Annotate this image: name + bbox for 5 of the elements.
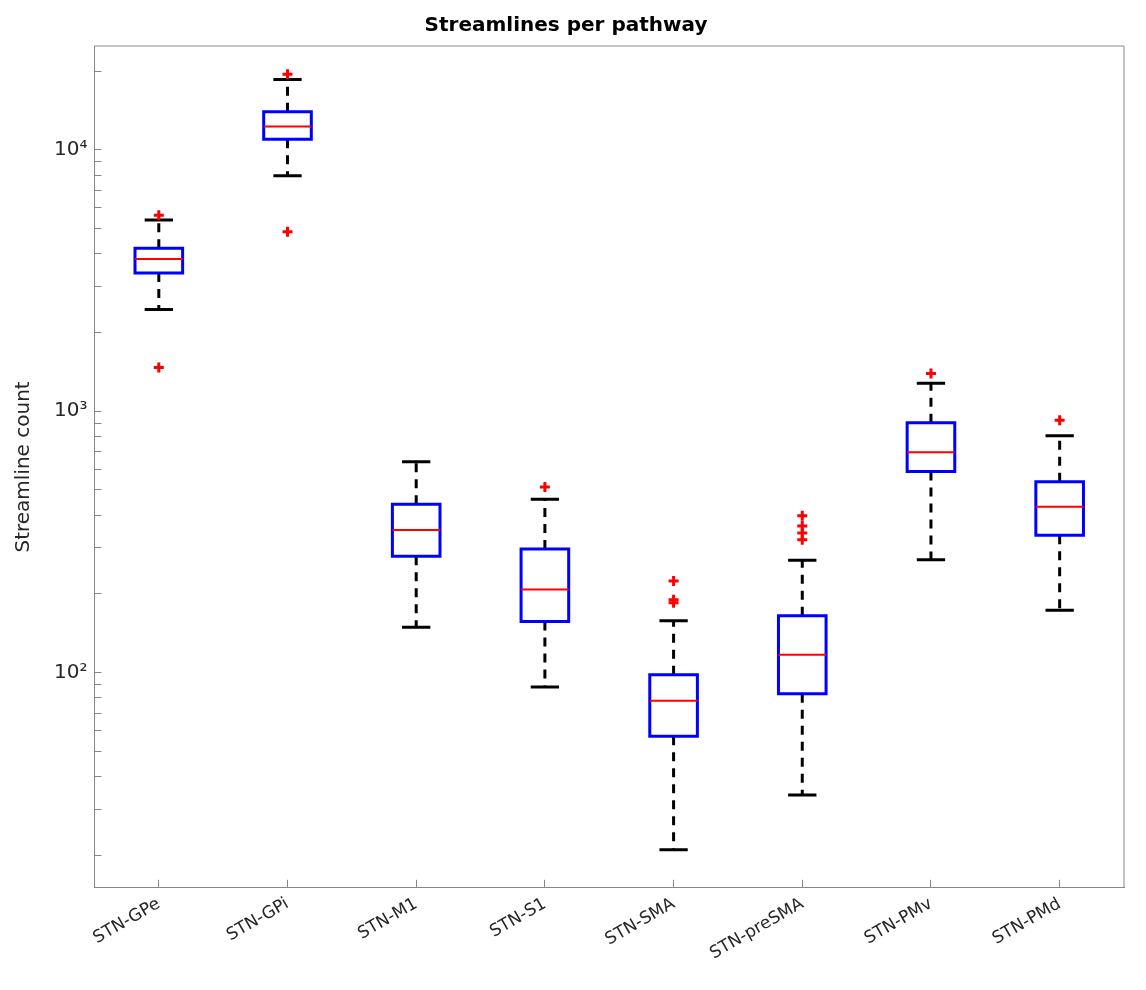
chart-title: Streamlines per pathway	[424, 12, 708, 37]
y-tick-label: 10²	[54, 658, 88, 683]
y-tick-label: 10⁴	[54, 136, 88, 161]
y-axis-title: Streamline count	[10, 381, 35, 553]
y-tick-label: 10³	[54, 397, 88, 422]
